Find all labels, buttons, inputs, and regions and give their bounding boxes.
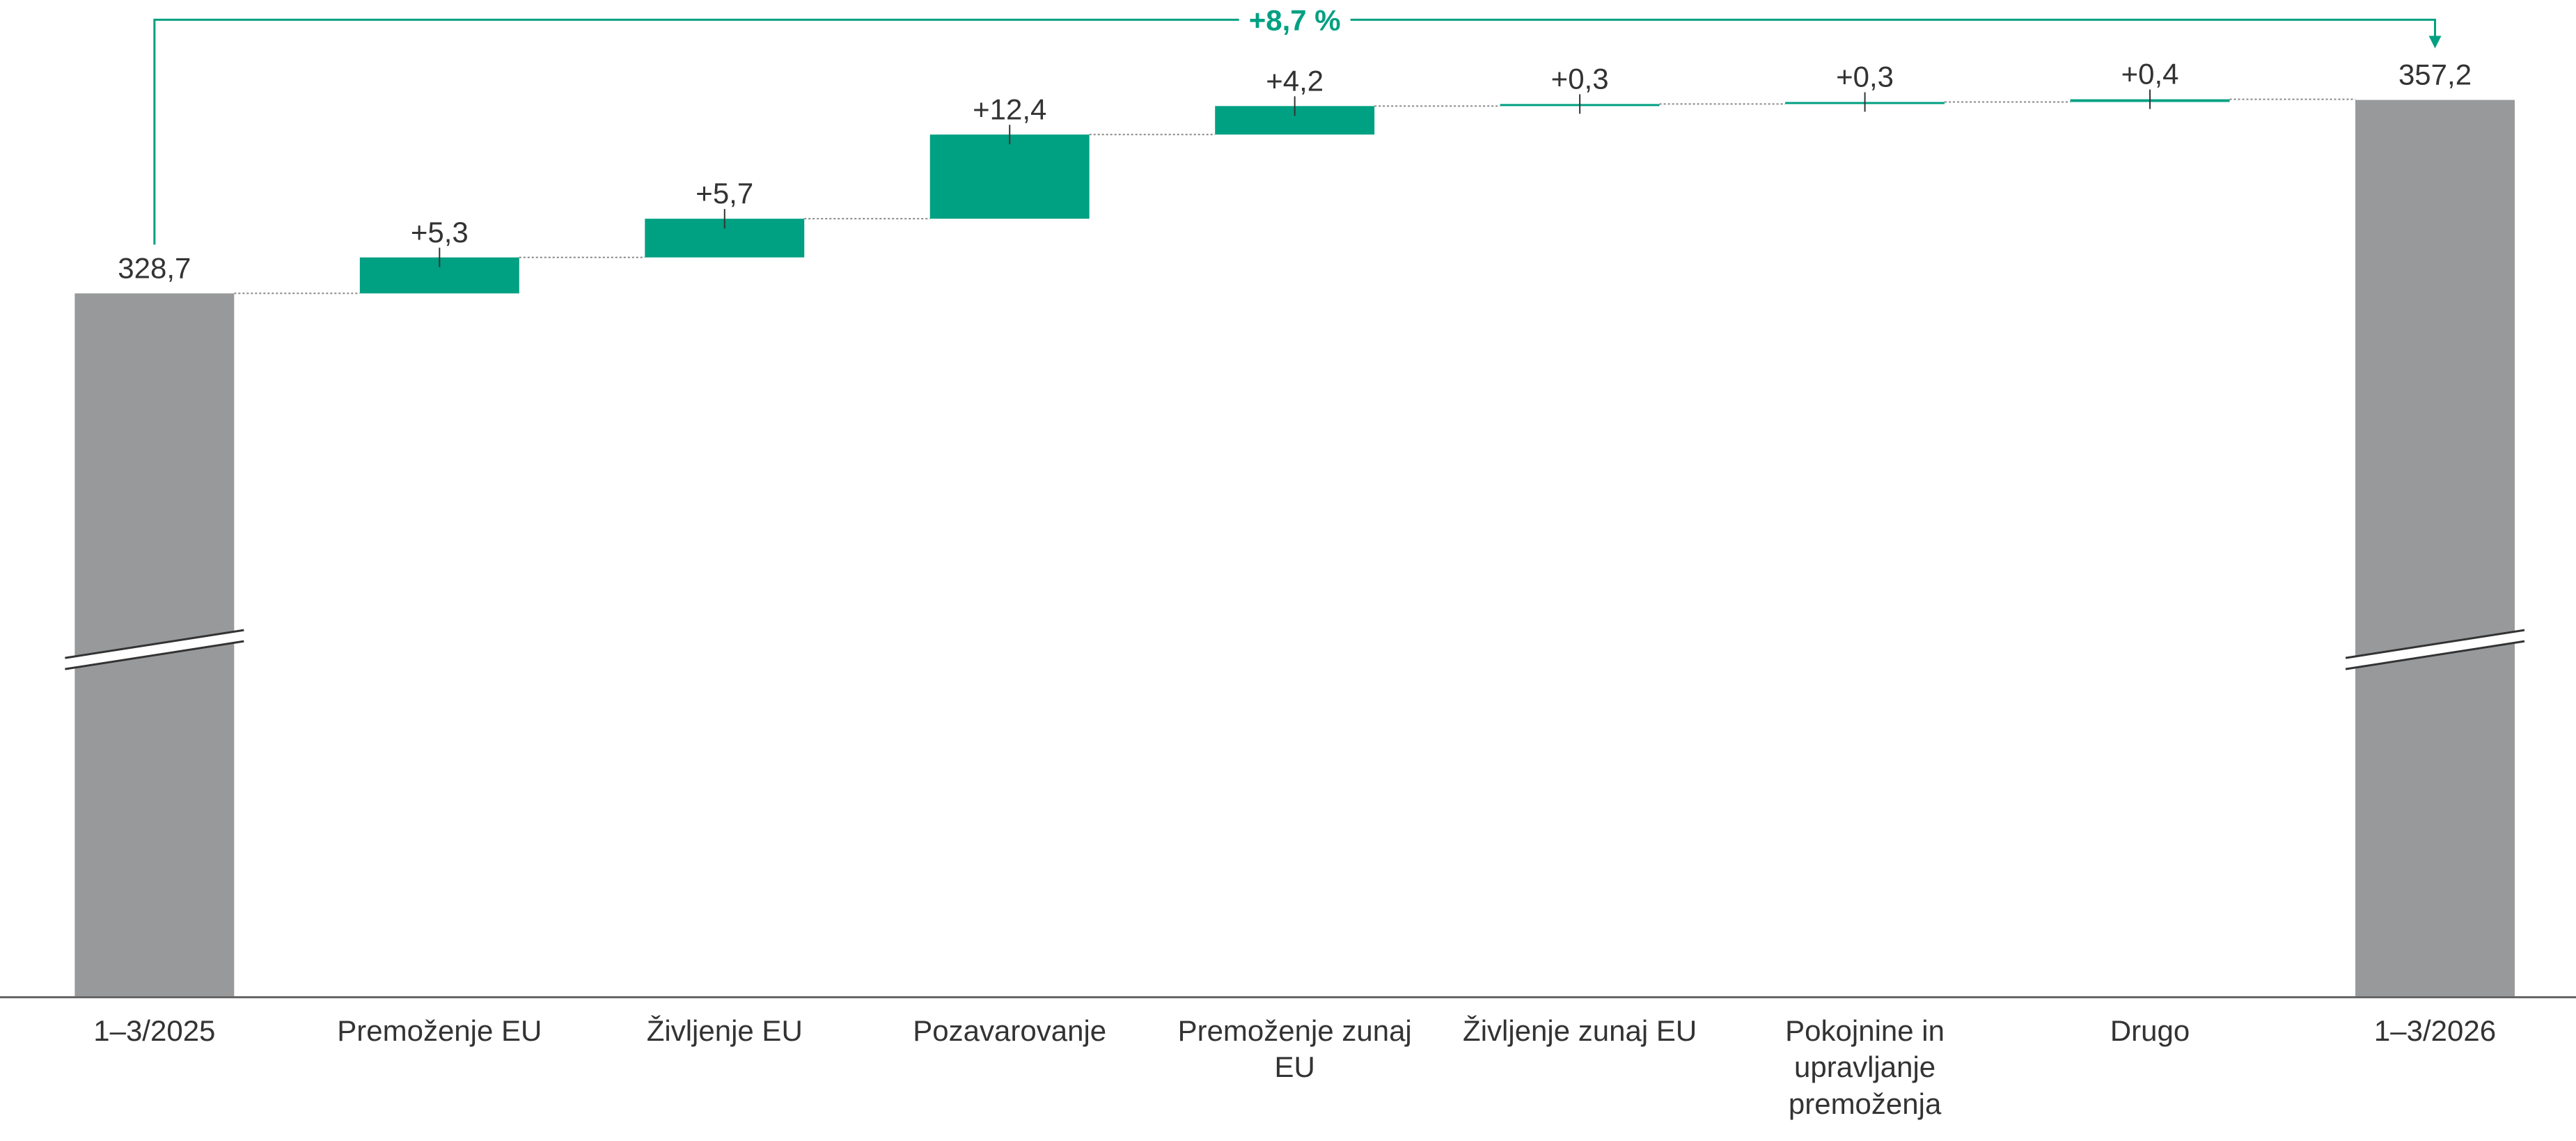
value-label: 357,2 bbox=[2398, 58, 2472, 91]
value-label: +5,3 bbox=[411, 216, 469, 249]
axis-break-line bbox=[65, 640, 244, 670]
annotation: +8,7 % bbox=[1249, 3, 1341, 36]
axis-break-line bbox=[2345, 629, 2525, 659]
axis-break-line bbox=[2345, 640, 2525, 670]
x-tick-label: Drugo bbox=[2110, 1014, 2190, 1047]
axis-break bbox=[2346, 630, 2524, 670]
value-label: +5,7 bbox=[696, 177, 753, 210]
x-tick-label: 1–3/2025 bbox=[93, 1014, 216, 1047]
value-label: +12,4 bbox=[973, 93, 1046, 125]
x-tick-label: 1–3/2026 bbox=[2373, 1014, 2497, 1047]
value-label: 328,7 bbox=[118, 251, 191, 284]
value-label: +0,4 bbox=[2121, 58, 2179, 91]
x-tick-label: Pokojnine in upravljanje premoženja bbox=[1785, 1014, 1945, 1120]
value-label: +0,3 bbox=[1551, 62, 1609, 95]
x-tick-label: Premoženje zunaj EU bbox=[1177, 1014, 1412, 1084]
x-tick-label: Življenje EU bbox=[646, 1014, 803, 1047]
bar bbox=[2355, 100, 2515, 998]
x-tick-label: Življenje zunaj EU bbox=[1463, 1014, 1697, 1047]
value-label: +0,3 bbox=[1836, 60, 1894, 93]
bar bbox=[929, 134, 1090, 219]
annotation-bg bbox=[1239, 2, 1351, 38]
axis-break bbox=[65, 630, 244, 670]
axis-break-line bbox=[65, 629, 244, 659]
x-tick-label: Pozavarovanje bbox=[913, 1014, 1107, 1047]
annotation-arrow bbox=[2428, 36, 2442, 49]
x-tick-label: Premoženje EU bbox=[337, 1014, 542, 1047]
value-label: +4,2 bbox=[1266, 64, 1324, 97]
